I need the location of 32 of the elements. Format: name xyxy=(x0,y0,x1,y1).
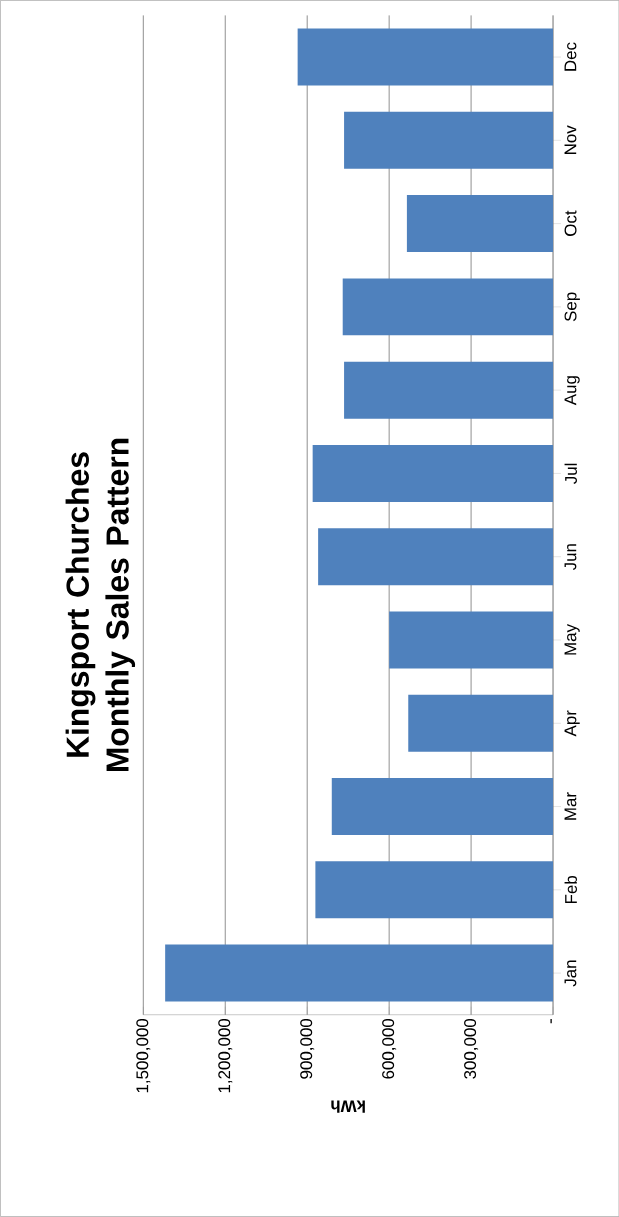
bar xyxy=(388,611,553,669)
bar xyxy=(342,278,553,336)
y-tick-label: Dec xyxy=(564,42,577,71)
y-tick-label: Jul xyxy=(564,463,577,484)
bar xyxy=(331,778,553,836)
bar xyxy=(406,195,553,253)
bar xyxy=(343,111,553,169)
bar xyxy=(408,694,553,752)
text: Kingsport Churches Monthly Sales Pattern xyxy=(65,438,135,772)
bar xyxy=(297,28,553,86)
y-tick-label: Sep xyxy=(564,292,580,322)
bar xyxy=(164,944,553,1002)
y-tick-label: Oct xyxy=(564,210,577,236)
x-tick-label: 300,000 xyxy=(463,1018,478,1079)
x-tick-label: 900,000 xyxy=(300,1018,314,1079)
y-tick-label: Aug xyxy=(564,376,580,406)
y-tick-label: Jan xyxy=(564,960,577,987)
x-tick-label: 1,200,000 xyxy=(218,1018,233,1093)
bar xyxy=(317,528,553,586)
x-tick-label: 1,500,000 xyxy=(136,1018,151,1093)
y-tick-label: Nov xyxy=(564,125,577,154)
y-tick-label: May xyxy=(564,624,580,655)
bar xyxy=(312,444,553,502)
x-tick-label: - xyxy=(550,1019,552,1024)
x-tick-label: 600,000 xyxy=(381,1018,396,1079)
bar xyxy=(343,361,553,419)
y-tick-label: Mar xyxy=(564,792,577,820)
y-tick-label: Jun xyxy=(564,544,577,571)
bar xyxy=(315,861,553,919)
y-tick-label: Apr xyxy=(564,710,580,737)
y-tick-label: Feb xyxy=(564,875,577,904)
x-axis-title: kWh xyxy=(331,1100,365,1113)
